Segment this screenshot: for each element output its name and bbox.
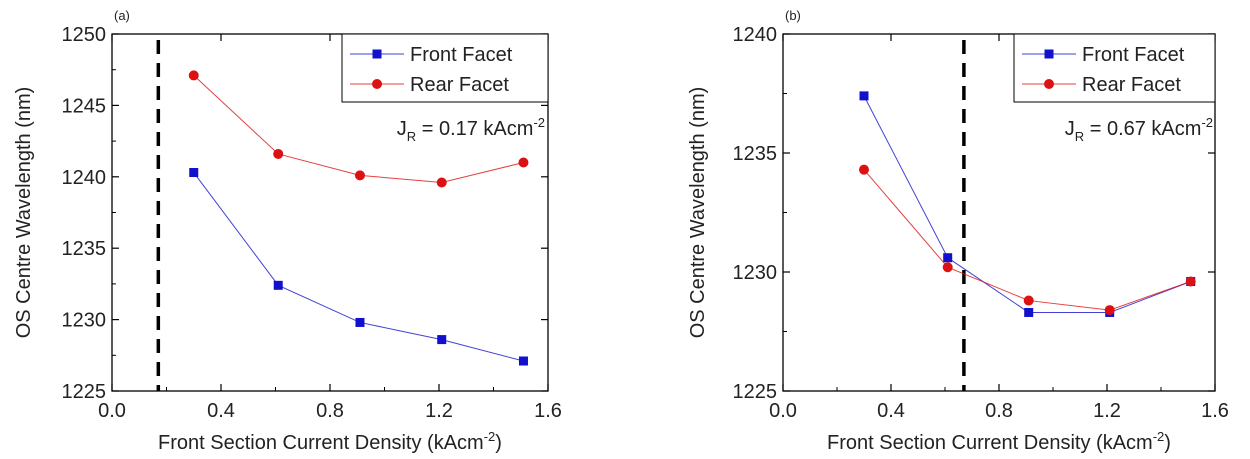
x-axis-label-close: ) [1164, 432, 1171, 454]
legend: Front Facet Rear Facet [1013, 33, 1216, 103]
y-tick-label: 1240 [733, 24, 778, 46]
legend-label: Front Facet [1082, 44, 1185, 66]
annotation-main: J [397, 118, 407, 140]
x-axis-label: Front Section Current Density (kAcm-2) [827, 429, 1171, 454]
legend-marker-circle [1044, 79, 1054, 89]
data-point-rear-facet [1023, 295, 1034, 306]
data-point-front-facet [273, 280, 283, 290]
panel-label: (b) [785, 8, 801, 23]
y-axis-label: OS Centre Wavelength (nm) [13, 87, 35, 339]
annotation-rest: = 0.17 kAcm [416, 118, 533, 140]
legend-marker-square [372, 49, 382, 59]
x-tick-label: 0.0 [769, 400, 797, 422]
data-point-rear-facet [354, 170, 365, 181]
data-point-rear-facet [518, 157, 529, 168]
legend-marker-square [1044, 49, 1054, 59]
data-point-rear-facet [1185, 276, 1196, 287]
legend-box [1013, 33, 1216, 103]
data-point-front-facet [437, 335, 447, 345]
x-tick-label: 1.6 [534, 400, 562, 422]
x-tick-label: 0.8 [316, 400, 344, 422]
y-tick-label: 1230 [733, 262, 778, 284]
series-line-front-facet [193, 172, 524, 362]
y-tick-label: 1235 [733, 143, 778, 165]
chart-panel-a: 0.0 0.4 0.8 1.2 1.6 1225 1230 1235 1240 1245 1250 (… [13, 8, 562, 454]
data-point-rear-facet [188, 70, 199, 81]
data-point-rear-facet [859, 164, 869, 175]
legend-label: Rear Facet [410, 74, 509, 96]
x-tick-label: 0.4 [207, 400, 235, 422]
data-point-front-facet [189, 168, 199, 178]
x-axis-label-text: Front Section Current Density (kAcm [158, 432, 484, 454]
x-tick-label: 1.6 [1201, 400, 1229, 422]
data-point-front-facet [859, 91, 869, 101]
annotation-jr: JR = 0.67 kAcm-2 [1065, 115, 1213, 144]
x-axis-label: Front Section Current Density (kAcm-2) [158, 429, 502, 454]
data-point-front-facet [1024, 307, 1034, 317]
y-tick-label: 1235 [62, 238, 107, 260]
chart-panel-b: 0.0 0.4 0.8 1.2 1.6 1225 1230 1235 1240 (b) OS Cen… [687, 8, 1229, 454]
y-tick-label: 1250 [62, 24, 107, 46]
legend-marker-circle [372, 79, 382, 89]
data-point-front-facet [518, 356, 528, 366]
x-tick-label: 0.0 [98, 400, 126, 422]
data-point-front-facet [943, 253, 953, 263]
y-axis-label: OS Centre Wavelength (nm) [687, 87, 709, 339]
legend-label: Rear Facet [1082, 74, 1181, 96]
x-tick-label: 1.2 [425, 400, 453, 422]
x-tick-label: 1.2 [1093, 400, 1121, 422]
x-axis-label-sup: -2 [1153, 429, 1165, 444]
annotation-sup: -2 [1201, 115, 1213, 130]
data-point-rear-facet [1104, 305, 1115, 316]
x-tick-label: 0.8 [985, 400, 1013, 422]
annotation-jr: JR = 0.17 kAcm-2 [397, 115, 545, 144]
x-axis-label-close: ) [495, 432, 502, 454]
y-tick-label: 1225 [733, 381, 778, 403]
data-point-rear-facet [273, 148, 284, 159]
legend-box [341, 33, 549, 103]
annotation-rest: = 0.67 kAcm [1084, 118, 1201, 140]
x-axis-label-text: Front Section Current Density (kAcm [827, 432, 1153, 454]
data-point-rear-facet [436, 177, 447, 188]
data-point-front-facet [355, 317, 365, 327]
y-tick-label: 1230 [62, 310, 107, 332]
legend: Front Facet Rear Facet [341, 33, 549, 103]
y-tick-label: 1225 [62, 381, 107, 403]
x-axis-label-sup: -2 [484, 429, 496, 444]
legend-label: Front Facet [410, 44, 513, 66]
annotation-main: J [1065, 118, 1075, 140]
data-point-rear-facet [942, 262, 953, 273]
panel-label: (a) [114, 8, 130, 23]
annotation-sup: -2 [533, 115, 545, 130]
x-tick-label: 0.4 [877, 400, 905, 422]
annotation-sub: R [1075, 129, 1084, 144]
y-tick-label: 1240 [62, 167, 107, 189]
y-tick-label: 1245 [62, 95, 107, 117]
annotation-sub: R [407, 129, 416, 144]
